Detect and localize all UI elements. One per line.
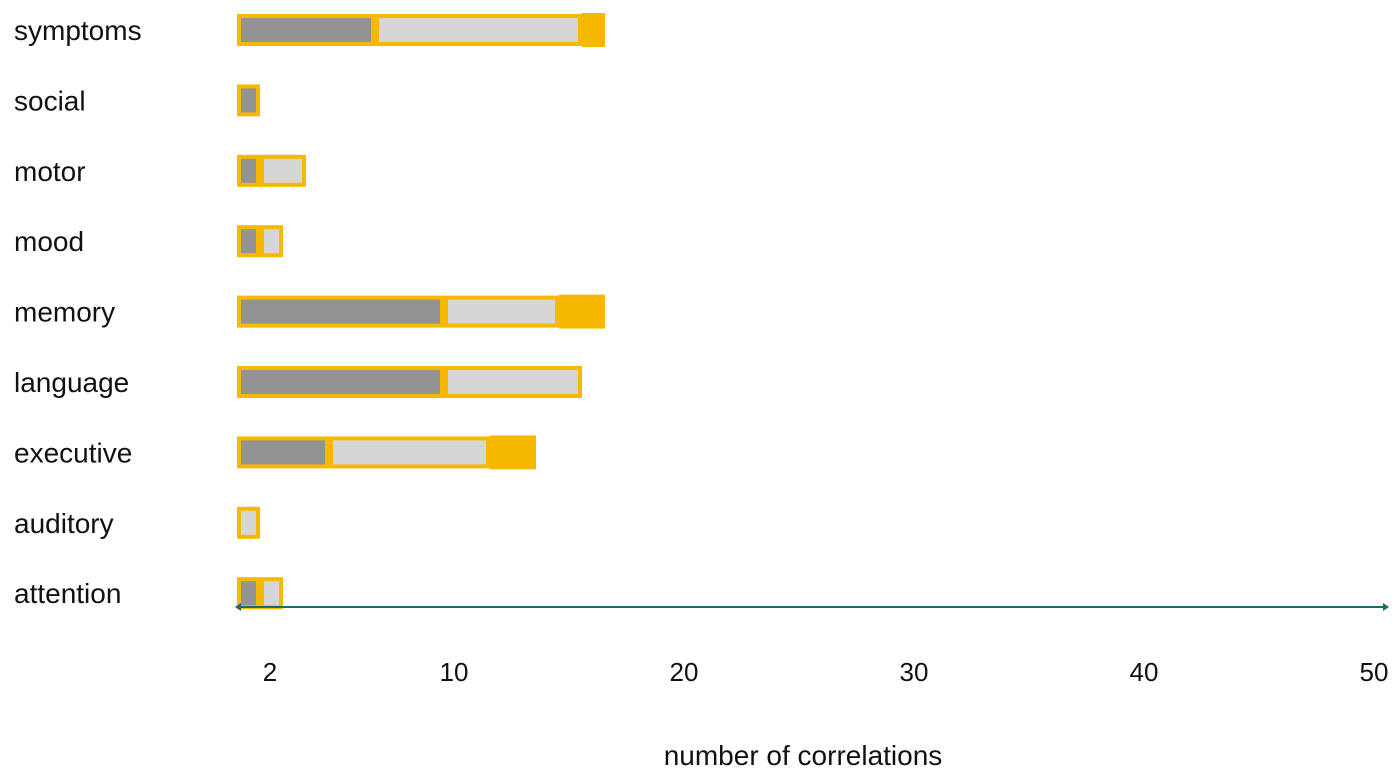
bar-segment <box>260 225 283 258</box>
x-tick-label: 30 <box>900 657 929 687</box>
bar-segment <box>260 154 306 187</box>
bar-segment <box>490 435 536 470</box>
x-axis <box>235 603 1389 611</box>
category-label: language <box>14 367 129 398</box>
bar-segment <box>237 366 444 398</box>
bar-segment <box>237 225 260 258</box>
bar-segment <box>237 154 260 187</box>
x-tick-label: 20 <box>670 657 699 687</box>
category-label: social <box>14 85 86 116</box>
bars-group <box>237 13 605 610</box>
category-label: symptoms <box>14 15 142 46</box>
category-label: auditory <box>14 508 114 539</box>
category-label: attention <box>14 578 121 609</box>
bar-segment <box>582 13 605 47</box>
bar-segment <box>237 506 260 539</box>
x-tick-label: 40 <box>1130 657 1159 687</box>
x-tick-labels: 2 10 20 30 40 50 <box>263 657 1389 687</box>
bar-segment <box>375 14 582 46</box>
category-label: motor <box>14 156 86 187</box>
category-label: memory <box>14 297 115 328</box>
category-label: executive <box>14 437 132 468</box>
bar-segment <box>260 577 283 610</box>
bar-segment <box>329 436 490 469</box>
bar-segment <box>237 14 375 46</box>
bar-segment <box>237 577 260 610</box>
x-tick-label: 10 <box>440 657 469 687</box>
bar-segment <box>237 295 444 328</box>
bar-segment <box>237 436 329 469</box>
x-axis-right-cap <box>1383 603 1389 611</box>
category-label: mood <box>14 226 84 257</box>
bar-segment <box>237 84 260 117</box>
x-tick-label: 50 <box>1360 657 1389 687</box>
bar-segment <box>559 294 605 329</box>
bar-segment <box>444 295 559 328</box>
bar-segment <box>444 366 582 398</box>
category-labels: symptoms social motor mood memory language exe… <box>14 15 142 609</box>
x-axis-left-cap <box>235 603 241 611</box>
x-axis-title: number of correlations <box>664 740 943 771</box>
x-tick-label: 2 <box>263 657 277 687</box>
